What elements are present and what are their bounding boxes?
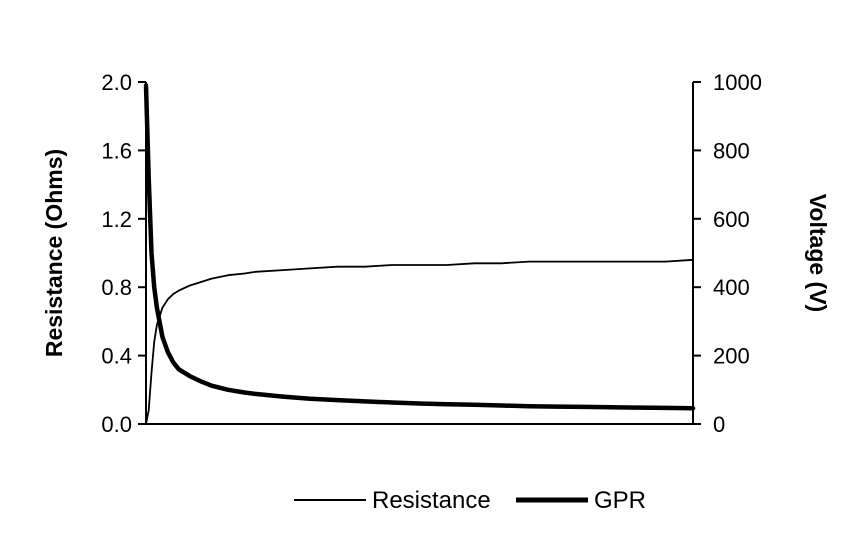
left-tick-label: 1.2	[101, 207, 132, 232]
left-tick-label: 0.8	[101, 275, 132, 300]
legend: Resistance GPR	[294, 487, 646, 514]
right-axis-title: Voltage (V)	[805, 194, 831, 312]
series-line-gpr	[143, 83, 696, 411]
series-layer	[143, 83, 696, 425]
right-tick-label: 400	[713, 275, 750, 300]
left-tick-label: 1.6	[101, 138, 132, 163]
right-tick-label: 800	[713, 138, 750, 163]
series-line-resistance	[145, 258, 694, 425]
right-axis-ticks: 0 200 400 600 800 1000	[693, 70, 762, 437]
left-tick-label: 0.4	[101, 344, 132, 369]
right-tick-label: 600	[713, 207, 750, 232]
legend-label-resistance: Resistance	[372, 487, 491, 514]
left-tick-label: 2.0	[101, 70, 132, 95]
right-tick-label: 0	[713, 412, 725, 437]
legend-label-gpr: GPR	[594, 487, 646, 514]
right-tick-label: 1000	[713, 70, 762, 95]
left-axis-ticks: 0.0 0.4 0.8 1.2 1.6 2.0	[101, 70, 146, 437]
right-tick-label: 200	[713, 344, 750, 369]
left-tick-label: 0.0	[101, 412, 132, 437]
left-axis-title: Resistance (Ohms)	[41, 149, 67, 357]
